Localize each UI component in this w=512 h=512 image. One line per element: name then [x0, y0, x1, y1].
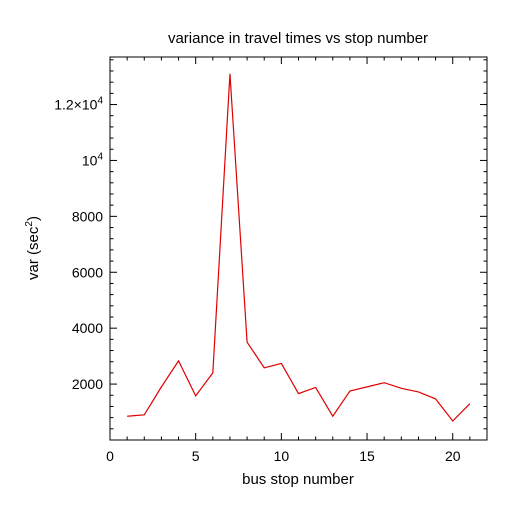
y-tick-label-base: 4000 [72, 320, 103, 336]
series-group [127, 74, 470, 421]
x-tick-label: 5 [192, 448, 200, 464]
y-tick-label-exponent: 4 [97, 151, 103, 162]
y-tick-label-base: 10 [82, 152, 98, 168]
x-tick-labels: 0 5 10 15 20 [106, 448, 461, 464]
y-tick-label: 1.2×104 [54, 96, 103, 113]
y-tick-label: 8000 [72, 208, 103, 224]
y-tick-label: 6000 [72, 264, 103, 280]
x-tick-label: 15 [359, 448, 375, 464]
x-tick-label: 0 [106, 448, 114, 464]
plot-frame [110, 57, 487, 440]
y-axis-label-main: var (sec [25, 226, 42, 280]
y-tick-label-base: 6000 [72, 264, 103, 280]
y-tick-label-base: 1.2×10 [54, 97, 97, 113]
y-tick-label: 4000 [72, 320, 103, 336]
y-axis-label-close: ) [25, 216, 42, 221]
y-tick-label: 2000 [72, 376, 103, 392]
x-tick-label: 20 [445, 448, 461, 464]
x-tick-label: 10 [274, 448, 290, 464]
y-tick-label-exponent: 4 [97, 96, 103, 107]
y-tick-label-base: 8000 [72, 208, 103, 224]
chart-title: variance in travel times vs stop number [168, 30, 428, 47]
y-tick-label: 104 [82, 151, 104, 168]
axis-ticks [110, 57, 487, 440]
series-line [127, 74, 470, 421]
y-axis-label: var (sec2) [24, 216, 42, 280]
y-tick-label-base: 2000 [72, 376, 103, 392]
x-axis-label: bus stop number [242, 471, 354, 488]
